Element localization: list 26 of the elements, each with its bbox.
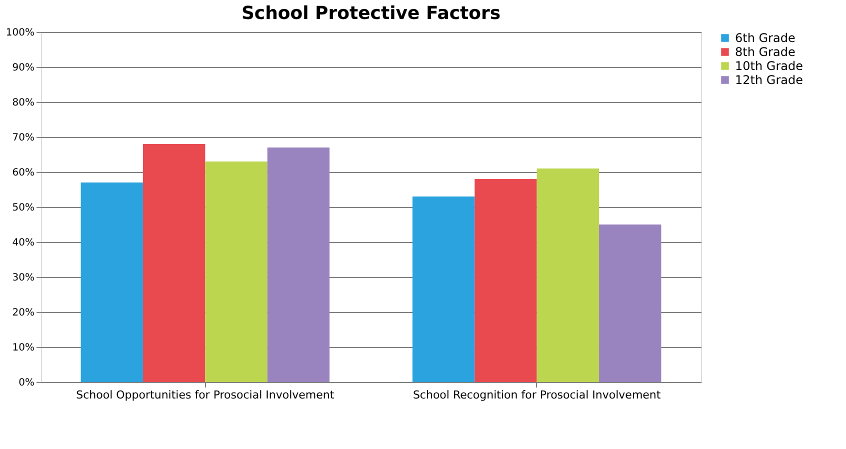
- legend-label: 12th Grade: [735, 73, 803, 87]
- y-tick-label: 100%: [6, 28, 34, 38]
- bar: [142, 144, 206, 382]
- bar: [267, 148, 330, 382]
- bar: [474, 179, 537, 382]
- y-tick-label: 50%: [12, 202, 34, 214]
- chart-title: School Protective Factors: [241, 3, 501, 24]
- legend-label: 10th Grade: [735, 59, 803, 73]
- y-tick-label: 10%: [12, 342, 34, 354]
- bar: [205, 162, 268, 382]
- legend-label: 8th Grade: [735, 45, 796, 59]
- bar: [599, 224, 662, 382]
- y-tick-label: 70%: [12, 132, 34, 144]
- y-tick-label: 40%: [12, 238, 34, 248]
- y-tick-label: 30%: [12, 272, 34, 284]
- bar: [80, 182, 143, 382]
- x-tick-label: School Recognition for Prosocial Involvement: [412, 388, 662, 402]
- legend-label: 6th Grade: [735, 31, 796, 45]
- bar: [412, 196, 475, 382]
- y-tick-label: 60%: [12, 168, 34, 178]
- y-tick-label: 0%: [18, 378, 34, 388]
- y-tick-label: 90%: [12, 62, 34, 74]
- y-tick-label: 20%: [12, 308, 34, 318]
- y-tick-label: 80%: [12, 98, 34, 108]
- bar: [536, 168, 600, 382]
- x-tick-label: School Opportunities for Prosocial Involvement: [76, 388, 335, 402]
